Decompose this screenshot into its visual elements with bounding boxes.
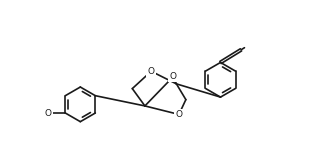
Text: O: O bbox=[175, 110, 182, 119]
Text: O: O bbox=[170, 72, 177, 81]
Text: O: O bbox=[148, 67, 155, 76]
Text: O: O bbox=[44, 109, 51, 117]
